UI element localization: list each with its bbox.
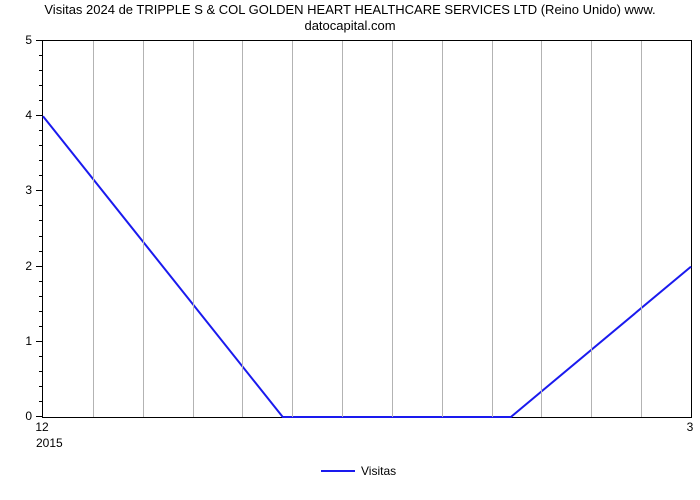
y-tick-label: 4 (14, 108, 32, 122)
x-tick-label: 3 (687, 420, 694, 434)
y-tick-minor (39, 356, 42, 357)
y-tick-label: 1 (14, 334, 32, 348)
legend: Visitas (321, 464, 396, 478)
y-tick-minor (39, 85, 42, 86)
y-tick-minor (39, 100, 42, 101)
y-tick-minor (39, 70, 42, 71)
y-tick-label: 3 (14, 183, 32, 197)
gridline-vertical (591, 41, 592, 417)
plot-area (42, 40, 692, 418)
y-tick (36, 40, 42, 41)
y-tick (36, 115, 42, 116)
legend-label: Visitas (361, 464, 396, 478)
y-tick-minor (39, 205, 42, 206)
gridline-vertical (392, 41, 393, 417)
y-tick-minor (39, 220, 42, 221)
gridline-vertical (442, 41, 443, 417)
gridline-vertical (541, 41, 542, 417)
y-tick (36, 266, 42, 267)
y-tick (36, 341, 42, 342)
gridline-vertical (492, 41, 493, 417)
y-tick-minor (39, 401, 42, 402)
y-tick-label: 0 (14, 409, 32, 423)
y-tick-minor (39, 145, 42, 146)
y-tick-minor (39, 326, 42, 327)
y-tick-minor (39, 55, 42, 56)
x-axis-year-label: 2015 (36, 436, 63, 450)
y-tick (36, 416, 42, 417)
chart-title: Visitas 2024 de TRIPPLE S & COL GOLDEN H… (0, 2, 700, 35)
y-tick-minor (39, 175, 42, 176)
y-tick-minor (39, 371, 42, 372)
chart-container: Visitas 2024 de TRIPPLE S & COL GOLDEN H… (0, 0, 700, 500)
y-tick-minor (39, 130, 42, 131)
x-tick-label: 12 (35, 420, 48, 434)
legend-swatch (321, 470, 355, 472)
y-tick-minor (39, 296, 42, 297)
gridline-vertical (641, 41, 642, 417)
y-tick-minor (39, 160, 42, 161)
y-tick-minor (39, 236, 42, 237)
gridline-vertical (342, 41, 343, 417)
y-tick-minor (39, 311, 42, 312)
y-tick-minor (39, 386, 42, 387)
y-tick-label: 2 (14, 259, 32, 273)
y-tick-label: 5 (14, 33, 32, 47)
y-tick (36, 190, 42, 191)
y-tick-minor (39, 251, 42, 252)
y-tick-minor (39, 281, 42, 282)
line-series (43, 41, 691, 417)
gridline-vertical (143, 41, 144, 417)
gridline-vertical (292, 41, 293, 417)
gridline-vertical (193, 41, 194, 417)
gridline-vertical (93, 41, 94, 417)
data-line (43, 116, 691, 417)
gridline-vertical (242, 41, 243, 417)
